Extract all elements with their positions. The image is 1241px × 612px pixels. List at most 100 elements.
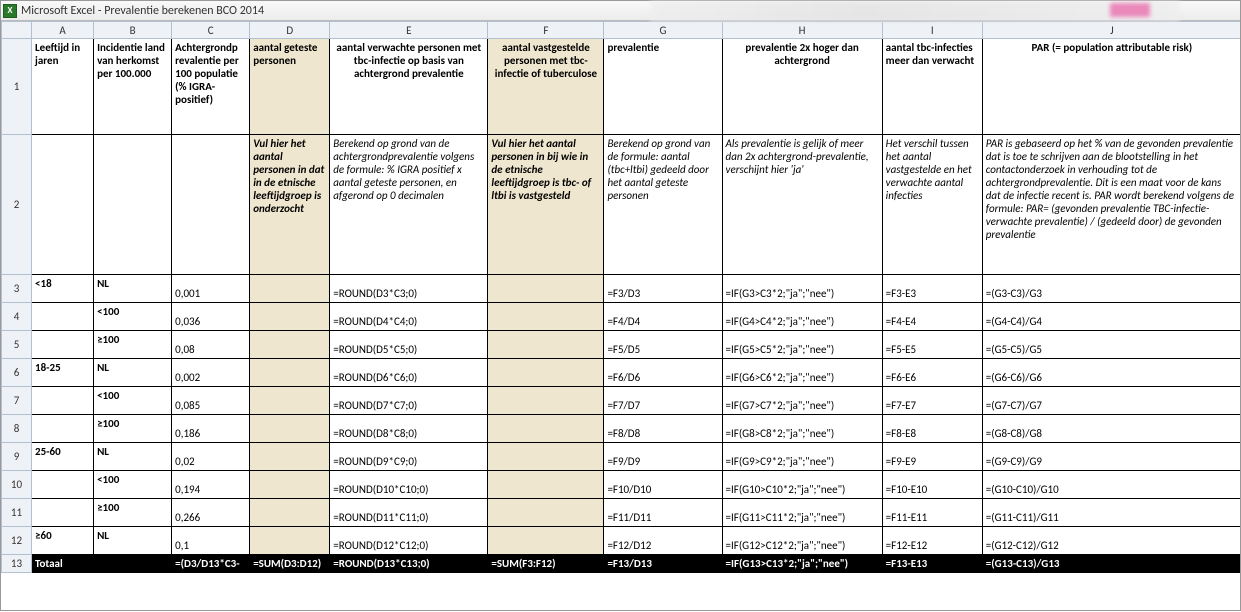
col-header-C[interactable]: C: [172, 22, 250, 39]
cell-G8[interactable]: =F8/D8: [604, 415, 722, 443]
cell-A5[interactable]: [32, 331, 94, 359]
cell-D7[interactable]: [250, 387, 330, 415]
cell-F7[interactable]: [488, 387, 604, 415]
cell-H12[interactable]: =IF(G12>C12*2;"ja";"nee"): [722, 527, 882, 555]
cell-I13[interactable]: =F13-E13: [882, 555, 982, 573]
cell-D4[interactable]: [250, 303, 330, 331]
cell-H1[interactable]: prevalentie 2x hoger dan achtergrond: [722, 39, 882, 135]
cell-E3[interactable]: =ROUND(D3*C3;0): [330, 275, 488, 303]
cell-B8[interactable]: ≥100: [94, 415, 172, 443]
row-header-8[interactable]: 8: [2, 415, 32, 443]
cell-D9[interactable]: [250, 443, 330, 471]
cell-D2[interactable]: Vul hier het aantal personen in dat in d…: [250, 135, 330, 275]
cell-G3[interactable]: =F3/D3: [604, 275, 722, 303]
cell-E6[interactable]: =ROUND(D6*C6;0): [330, 359, 488, 387]
row-header-11[interactable]: 11: [2, 499, 32, 527]
row-header-3[interactable]: 3: [2, 275, 32, 303]
col-header-J[interactable]: J: [982, 22, 1240, 39]
col-header-D[interactable]: D: [250, 22, 330, 39]
cell-C2[interactable]: [172, 135, 250, 275]
cell-G5[interactable]: =F5/D5: [604, 331, 722, 359]
cell-E12[interactable]: =ROUND(D12*C12;0): [330, 527, 488, 555]
cell-A7[interactable]: [32, 387, 94, 415]
cell-J12[interactable]: =(G12-C12)/G12: [982, 527, 1240, 555]
col-header-G[interactable]: G: [604, 22, 722, 39]
cell-D12[interactable]: [250, 527, 330, 555]
cell-H11[interactable]: =IF(G11>C11*2;"ja";"nee"): [722, 499, 882, 527]
cell-A8[interactable]: [32, 415, 94, 443]
cell-D11[interactable]: [250, 499, 330, 527]
cell-F8[interactable]: [488, 415, 604, 443]
cell-E9[interactable]: =ROUND(D9*C9;0): [330, 443, 488, 471]
cell-B5[interactable]: ≥100: [94, 331, 172, 359]
cell-B7[interactable]: <100: [94, 387, 172, 415]
cell-G7[interactable]: =F7/D7: [604, 387, 722, 415]
cell-C5[interactable]: 0,08: [172, 331, 250, 359]
cell-J3[interactable]: =(G3-C3)/G3: [982, 275, 1240, 303]
cell-C7[interactable]: 0,085: [172, 387, 250, 415]
cell-I2[interactable]: Het verschil tussen het aantal vastgeste…: [882, 135, 982, 275]
row-header-13[interactable]: 13: [2, 555, 32, 573]
cell-B10[interactable]: <100: [94, 471, 172, 499]
row-header-10[interactable]: 10: [2, 471, 32, 499]
row-header-1[interactable]: 1: [2, 39, 32, 135]
cell-E2[interactable]: Berekend op grond van de achtergrondprev…: [330, 135, 488, 275]
cell-F5[interactable]: [488, 331, 604, 359]
col-header-H[interactable]: H: [722, 22, 882, 39]
cell-E5[interactable]: =ROUND(D5*C5;0): [330, 331, 488, 359]
cell-E10[interactable]: =ROUND(D10*C10;0): [330, 471, 488, 499]
cell-B12[interactable]: NL: [94, 527, 172, 555]
cell-A11[interactable]: [32, 499, 94, 527]
cell-C3[interactable]: 0,001: [172, 275, 250, 303]
cell-H6[interactable]: =IF(G6>C6*2;"ja";"nee"): [722, 359, 882, 387]
col-header-A[interactable]: A: [32, 22, 94, 39]
cell-J2[interactable]: PAR is gebaseerd op het % van de gevonde…: [982, 135, 1240, 275]
cell-J7[interactable]: =(G7-C7)/G7: [982, 387, 1240, 415]
cell-G6[interactable]: =F6/D6: [604, 359, 722, 387]
col-header-I[interactable]: I: [882, 22, 982, 39]
cell-B3[interactable]: NL: [94, 275, 172, 303]
cell-I9[interactable]: =F9-E9: [882, 443, 982, 471]
cell-A13[interactable]: Totaal: [32, 555, 94, 573]
cell-I5[interactable]: =F5-E5: [882, 331, 982, 359]
cell-H9[interactable]: =IF(G9>C9*2;"ja";"nee"): [722, 443, 882, 471]
cell-A12[interactable]: ≥60: [32, 527, 94, 555]
cell-B2[interactable]: [94, 135, 172, 275]
cell-I3[interactable]: =F3-E3: [882, 275, 982, 303]
cell-B4[interactable]: <100: [94, 303, 172, 331]
cell-F4[interactable]: [488, 303, 604, 331]
cell-D3[interactable]: [250, 275, 330, 303]
cell-C9[interactable]: 0,02: [172, 443, 250, 471]
cell-H13[interactable]: =IF(G13>C13*2;"ja";"nee"): [722, 555, 882, 573]
col-header-E[interactable]: E: [330, 22, 488, 39]
cell-H3[interactable]: =IF(G3>C3*2;"ja";"nee"): [722, 275, 882, 303]
spreadsheet-grid[interactable]: A B C D E F G H I J 1 Leeftijd in jaren …: [1, 21, 1240, 573]
cell-A10[interactable]: [32, 471, 94, 499]
cell-A9[interactable]: 25-60: [32, 443, 94, 471]
cell-G12[interactable]: =F12/D12: [604, 527, 722, 555]
cell-B9[interactable]: NL: [94, 443, 172, 471]
cell-E11[interactable]: =ROUND(D11*C11;0): [330, 499, 488, 527]
row-header-6[interactable]: 6: [2, 359, 32, 387]
cell-E13[interactable]: =ROUND(D13*C13;0): [330, 555, 488, 573]
row-header-9[interactable]: 9: [2, 443, 32, 471]
cell-I8[interactable]: =F8-E8: [882, 415, 982, 443]
cell-F10[interactable]: [488, 471, 604, 499]
col-header-B[interactable]: B: [94, 22, 172, 39]
cell-J10[interactable]: =(G10-C10)/G10: [982, 471, 1240, 499]
cell-F1[interactable]: aantal vastgestelde personen met tbc-inf…: [488, 39, 604, 135]
cell-D5[interactable]: [250, 331, 330, 359]
cell-A1[interactable]: Leeftijd in jaren: [32, 39, 94, 135]
cell-G2[interactable]: Berekend op grond van de formule: aantal…: [604, 135, 722, 275]
cell-A6[interactable]: 18-25: [32, 359, 94, 387]
cell-B11[interactable]: ≥100: [94, 499, 172, 527]
cell-D6[interactable]: [250, 359, 330, 387]
cell-I7[interactable]: =F7-E7: [882, 387, 982, 415]
col-header-F[interactable]: F: [488, 22, 604, 39]
cell-I11[interactable]: =F11-E11: [882, 499, 982, 527]
cell-H5[interactable]: =IF(G5>C5*2;"ja";"nee"): [722, 331, 882, 359]
spreadsheet-area[interactable]: A B C D E F G H I J 1 Leeftijd in jaren …: [1, 21, 1240, 612]
cell-F9[interactable]: [488, 443, 604, 471]
cell-D1[interactable]: aantal geteste personen: [250, 39, 330, 135]
cell-C4[interactable]: 0,036: [172, 303, 250, 331]
